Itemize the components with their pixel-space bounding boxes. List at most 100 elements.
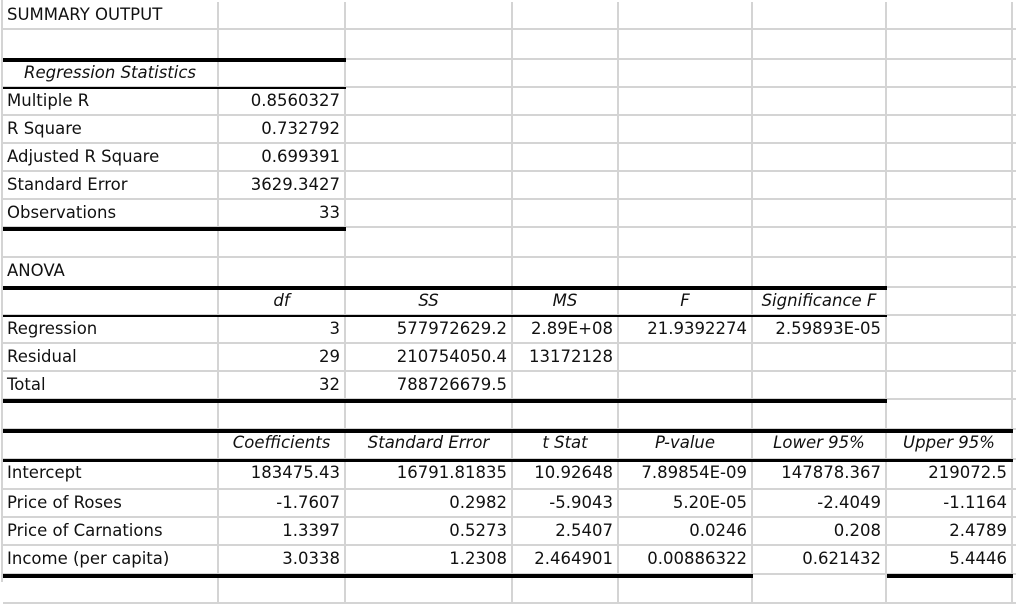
- empty-cell[interactable]: [1013, 400, 1016, 430]
- empty-cell[interactable]: [513, 60, 619, 88]
- cell-coefficients-rows-2-6[interactable]: 2.4789: [887, 518, 1013, 546]
- empty-cell[interactable]: [346, 88, 513, 116]
- cell-coefficients-rows-3-1[interactable]: 3.0338: [219, 546, 346, 575]
- empty-cell[interactable]: [887, 258, 1013, 288]
- cell-regression_statistics-rows-4-1[interactable]: 33: [219, 200, 346, 228]
- cell-coefficients-rows-3-0[interactable]: Income (per capita): [3, 546, 219, 575]
- empty-cell[interactable]: [753, 88, 887, 116]
- empty-cell[interactable]: [753, 344, 887, 372]
- empty-cell[interactable]: [887, 172, 1013, 200]
- empty-cell[interactable]: [887, 200, 1013, 228]
- empty-cell[interactable]: [1013, 430, 1016, 460]
- cell-regression_statistics-rows-4-0[interactable]: Observations: [3, 200, 219, 228]
- empty-cell[interactable]: [619, 144, 753, 172]
- cell-anova-rows-0-5[interactable]: 2.59893E-05: [753, 316, 887, 344]
- empty-cell[interactable]: [619, 258, 753, 288]
- empty-cell[interactable]: [1013, 60, 1016, 88]
- cell-regression_statistics-rows-3-1[interactable]: 3629.3427: [219, 172, 346, 200]
- empty-cell[interactable]: [753, 200, 887, 228]
- empty-cell[interactable]: [887, 88, 1013, 116]
- cell-coefficients-rows-3-4[interactable]: 0.00886322: [619, 546, 753, 575]
- empty-cell[interactable]: [513, 144, 619, 172]
- empty-cell[interactable]: [3, 430, 219, 460]
- empty-cell[interactable]: [753, 172, 887, 200]
- cell-coefficients-headers-3[interactable]: t Stat: [513, 430, 619, 460]
- empty-cell[interactable]: [3, 288, 219, 316]
- cell-anova-rows-1-1[interactable]: 29: [219, 344, 346, 372]
- empty-cell[interactable]: [513, 575, 619, 604]
- empty-cell[interactable]: [513, 2, 619, 30]
- empty-cell[interactable]: [753, 60, 887, 88]
- cell-coefficients-rows-2-5[interactable]: 0.208: [753, 518, 887, 546]
- empty-cell[interactable]: [1013, 372, 1016, 400]
- cell-anova-rows-0-3[interactable]: 2.89E+08: [513, 316, 619, 344]
- empty-cell[interactable]: [346, 116, 513, 144]
- empty-cell[interactable]: [1013, 116, 1016, 144]
- empty-cell[interactable]: [346, 2, 513, 30]
- empty-cell[interactable]: [1013, 258, 1016, 288]
- cell-regression_statistics-rows-1-1[interactable]: 0.732792: [219, 116, 346, 144]
- cell-coefficients-rows-1-0[interactable]: Price of Roses: [3, 490, 219, 518]
- empty-cell[interactable]: [346, 60, 513, 88]
- empty-cell[interactable]: [753, 575, 887, 604]
- empty-cell[interactable]: [887, 344, 1013, 372]
- empty-cell[interactable]: [753, 30, 887, 60]
- cell-anova-rows-0-2[interactable]: 577972629.2: [346, 316, 513, 344]
- empty-cell[interactable]: [887, 144, 1013, 172]
- empty-cell[interactable]: [513, 200, 619, 228]
- cell-coefficients-rows-0-0[interactable]: Intercept: [3, 460, 219, 490]
- empty-cell[interactable]: [753, 116, 887, 144]
- empty-cell[interactable]: [346, 200, 513, 228]
- cell-anova-rows-1-2[interactable]: 210754050.4: [346, 344, 513, 372]
- empty-cell[interactable]: [219, 400, 346, 430]
- cell-title[interactable]: SUMMARY OUTPUT: [3, 2, 219, 30]
- cell-regression_statistics-header[interactable]: Regression Statistics: [3, 60, 219, 88]
- cell-anova-rows-0-1[interactable]: 3: [219, 316, 346, 344]
- cell-anova-headers-5[interactable]: Significance F: [753, 288, 887, 316]
- empty-cell[interactable]: [513, 258, 619, 288]
- empty-cell[interactable]: [887, 288, 1013, 316]
- cell-coefficients-rows-2-4[interactable]: 0.0246: [619, 518, 753, 546]
- empty-cell[interactable]: [219, 60, 346, 88]
- empty-cell[interactable]: [1013, 316, 1016, 344]
- empty-cell[interactable]: [753, 372, 887, 400]
- empty-cell[interactable]: [346, 400, 513, 430]
- empty-cell[interactable]: [887, 2, 1013, 30]
- empty-cell[interactable]: [219, 575, 346, 604]
- empty-cell[interactable]: [1013, 490, 1016, 518]
- empty-cell[interactable]: [513, 228, 619, 258]
- empty-cell[interactable]: [1013, 518, 1016, 546]
- cell-coefficients-rows-0-2[interactable]: 16791.81835: [346, 460, 513, 490]
- empty-cell[interactable]: [1013, 88, 1016, 116]
- empty-cell[interactable]: [753, 258, 887, 288]
- cell-anova-rows-1-0[interactable]: Residual: [3, 344, 219, 372]
- cell-anova-rows-0-4[interactable]: 21.9392274: [619, 316, 753, 344]
- cell-anova-rows-0-0[interactable]: Regression: [3, 316, 219, 344]
- cell-coefficients-rows-0-6[interactable]: 219072.5: [887, 460, 1013, 490]
- empty-cell[interactable]: [887, 116, 1013, 144]
- cell-anova-headers-2[interactable]: SS: [346, 288, 513, 316]
- empty-cell[interactable]: [1013, 172, 1016, 200]
- empty-cell[interactable]: [887, 400, 1013, 430]
- empty-cell[interactable]: [619, 400, 753, 430]
- cell-anova-title[interactable]: ANOVA: [3, 258, 219, 288]
- empty-cell[interactable]: [3, 30, 219, 60]
- cell-regression_statistics-rows-3-0[interactable]: Standard Error: [3, 172, 219, 200]
- cell-anova-headers-3[interactable]: MS: [513, 288, 619, 316]
- cell-coefficients-rows-1-5[interactable]: -2.4049: [753, 490, 887, 518]
- cell-coefficients-rows-0-1[interactable]: 183475.43: [219, 460, 346, 490]
- cell-coefficients-headers-4[interactable]: P-value: [619, 430, 753, 460]
- empty-cell[interactable]: [619, 200, 753, 228]
- empty-cell[interactable]: [619, 575, 753, 604]
- cell-anova-rows-2-0[interactable]: Total: [3, 372, 219, 400]
- empty-cell[interactable]: [346, 258, 513, 288]
- cell-anova-rows-1-3[interactable]: 13172128: [513, 344, 619, 372]
- cell-coefficients-headers-6[interactable]: Upper 95%: [887, 430, 1013, 460]
- empty-cell[interactable]: [346, 30, 513, 60]
- cell-regression_statistics-rows-0-1[interactable]: 0.8560327: [219, 88, 346, 116]
- cell-coefficients-headers-1[interactable]: Coefficients: [219, 430, 346, 460]
- empty-cell[interactable]: [753, 400, 887, 430]
- empty-cell[interactable]: [3, 400, 219, 430]
- empty-cell[interactable]: [619, 30, 753, 60]
- empty-cell[interactable]: [753, 144, 887, 172]
